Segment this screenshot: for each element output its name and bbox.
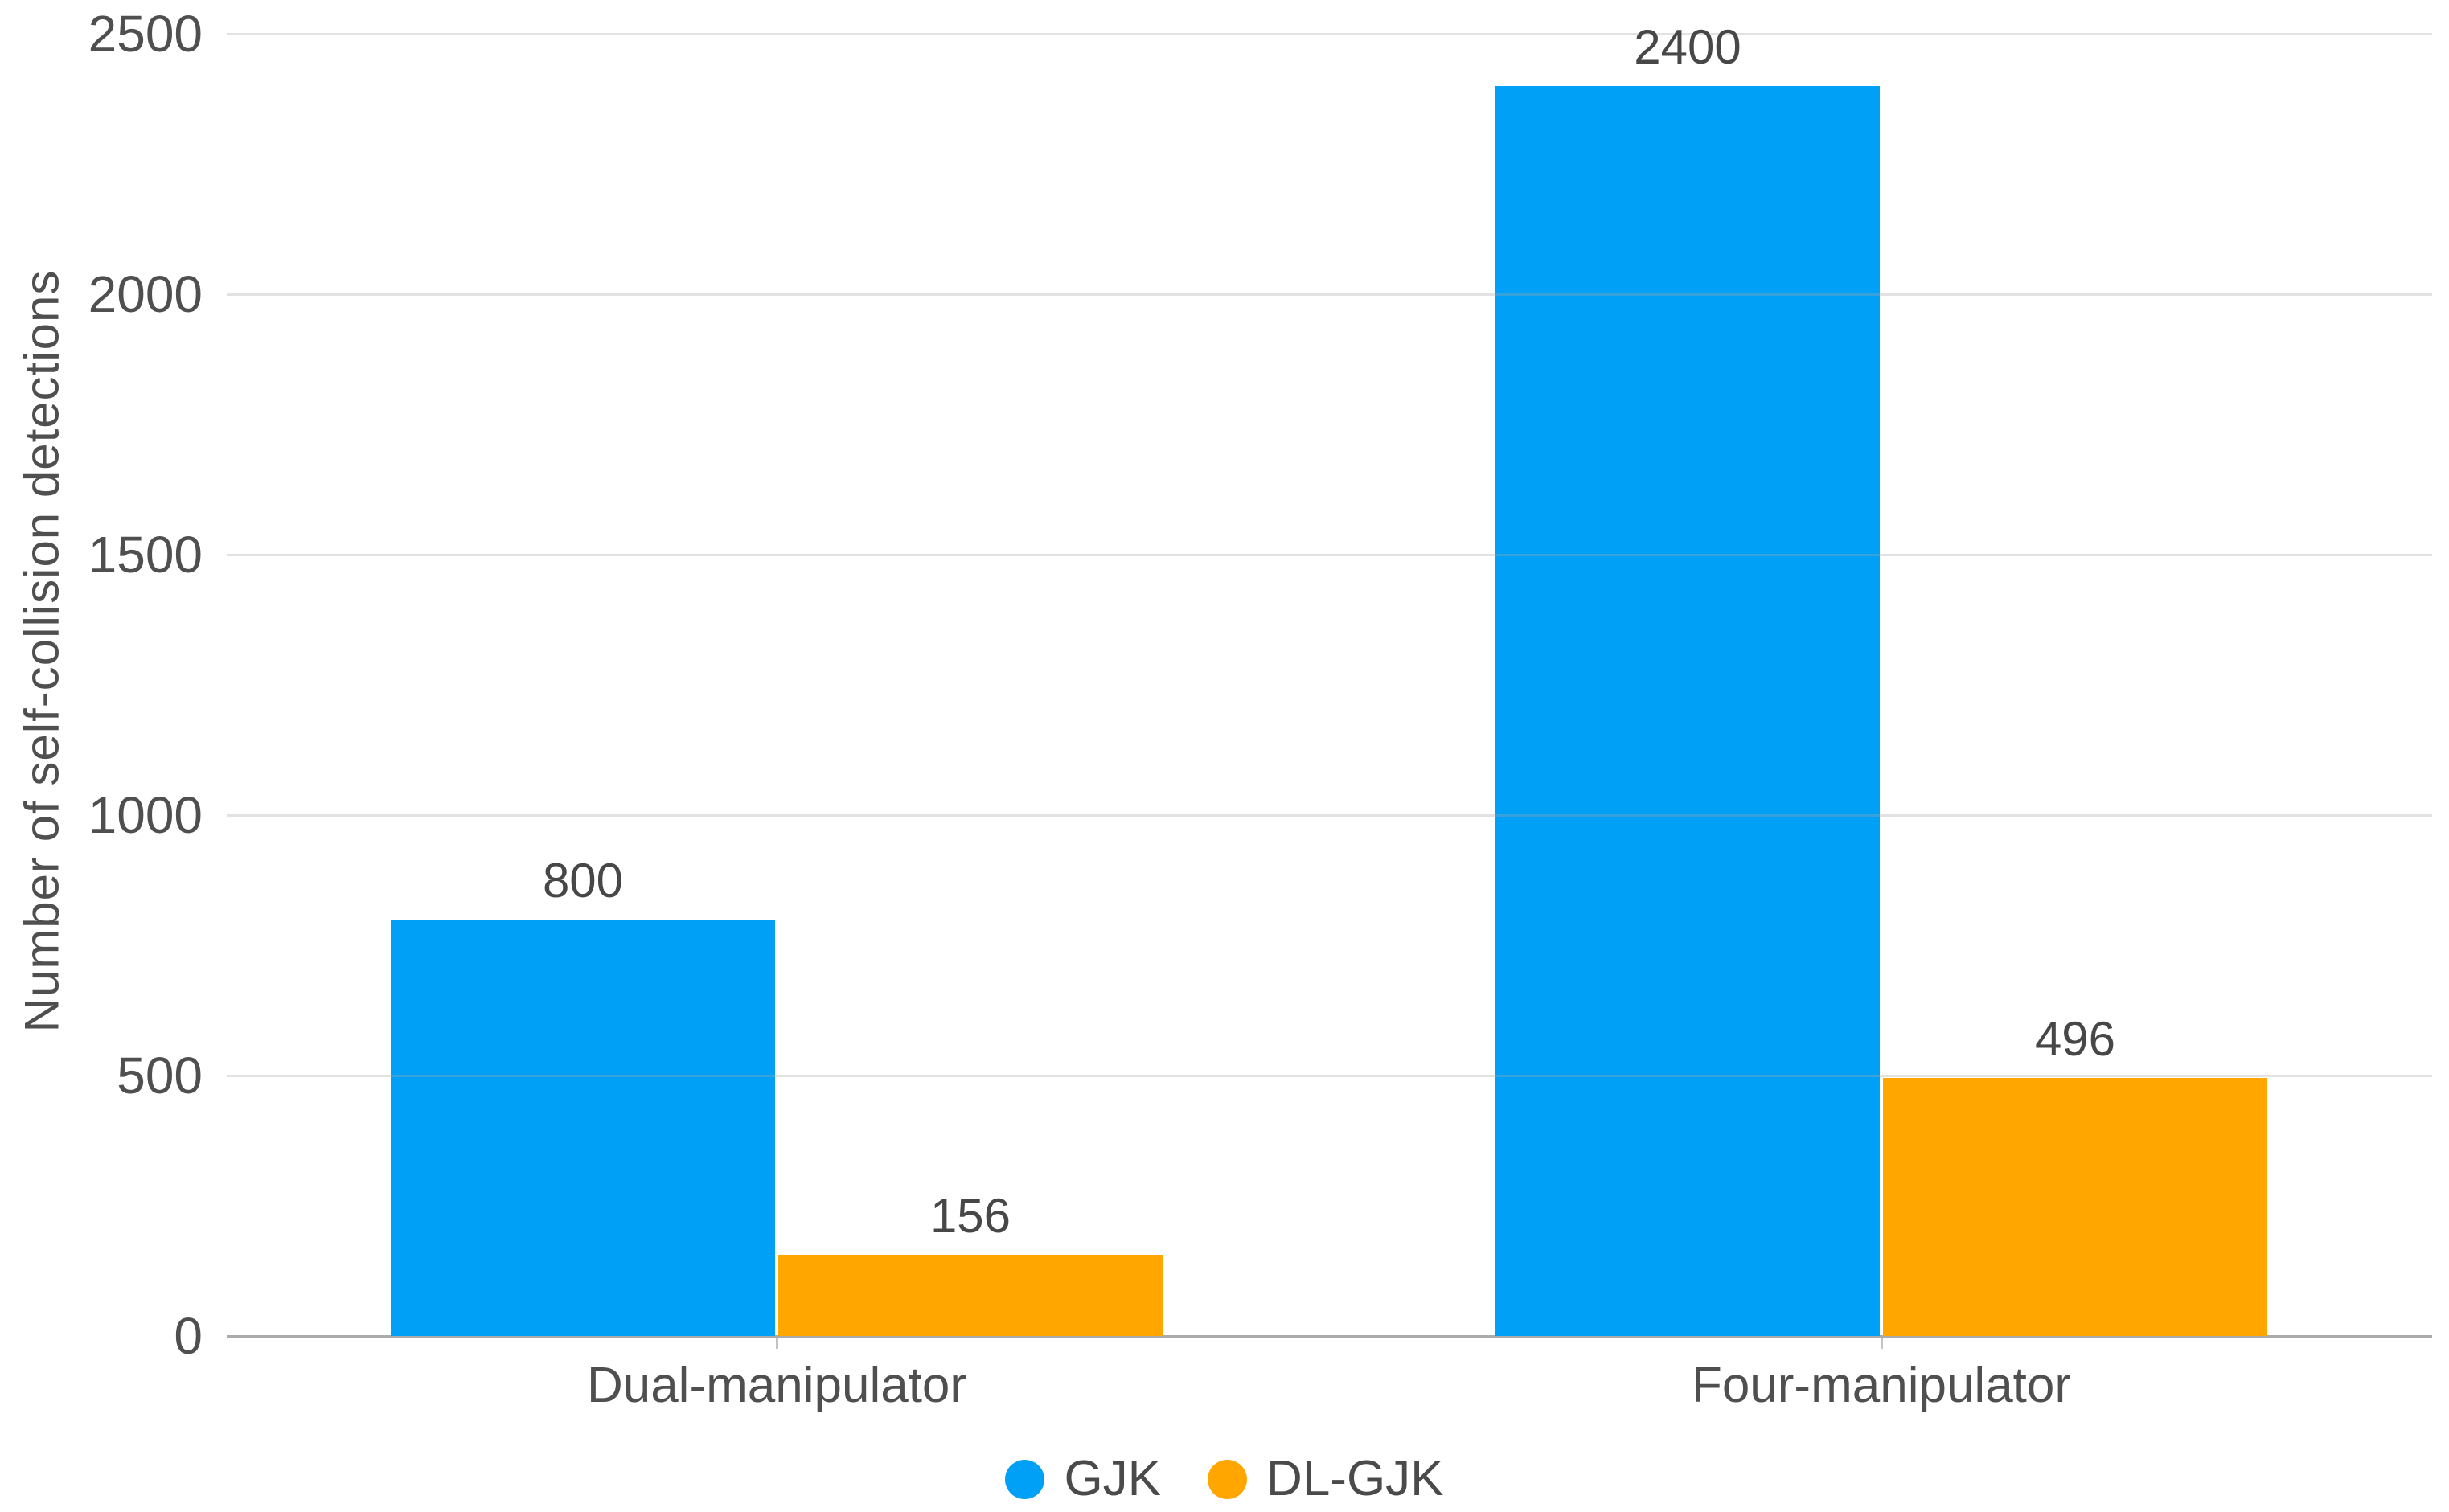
x-category-label-four-manipulator: Four-manipulator <box>1691 1358 2072 1413</box>
gridline-2000 <box>227 293 2432 296</box>
x-axis-line <box>227 1335 2432 1338</box>
legend-item-gjk: GJK <box>1005 1454 1161 1504</box>
value-label-dl-gjk-dual-manipulator: 156 <box>929 1189 1011 1243</box>
y-tick-label-2000: 2000 <box>88 265 203 323</box>
y-tick-label-500: 500 <box>117 1047 203 1104</box>
y-axis-title: Number of self-collision detections <box>14 269 69 1033</box>
legend-label-gjk: GJK <box>1064 1451 1162 1506</box>
gridline-1000 <box>227 814 2432 817</box>
legend-item-dl-gjk: DL-GJK <box>1208 1451 1444 1506</box>
y-tick-label-1500: 1500 <box>88 526 203 584</box>
gridline-1500 <box>227 554 2432 556</box>
x-category-label-dual-manipulator: Dual-manipulator <box>586 1358 967 1413</box>
legend: GJK DL-GJK <box>0 1445 2449 1512</box>
value-label-gjk-dual-manipulator: 800 <box>542 854 624 908</box>
gridline-2500 <box>227 33 2432 35</box>
y-tick-label-2500: 2500 <box>88 5 203 63</box>
x-axis-tick-four-manipulator <box>1881 1336 1883 1349</box>
value-label-dl-gjk-four-manipulator: 496 <box>2034 1012 2116 1066</box>
gridline-500 <box>227 1075 2432 1077</box>
y-tick-label-0: 0 <box>174 1307 203 1365</box>
y-tick-label-1000: 1000 <box>88 786 203 844</box>
bar-gjk-dual-manipulator <box>391 920 775 1336</box>
bar-dl-gjk-four-manipulator <box>1883 1078 2267 1336</box>
legend-swatch-gjk <box>1005 1459 1045 1499</box>
x-axis-tick-dual-manipulator <box>776 1336 778 1349</box>
bar-dl-gjk-dual-manipulator <box>778 1255 1163 1336</box>
bar-gjk-four-manipulator <box>1495 86 1880 1336</box>
legend-label-dl-gjk: DL-GJK <box>1266 1451 1444 1506</box>
value-label-gjk-four-manipulator: 2400 <box>1634 20 1741 74</box>
legend-swatch-dl-gjk <box>1208 1459 1248 1499</box>
